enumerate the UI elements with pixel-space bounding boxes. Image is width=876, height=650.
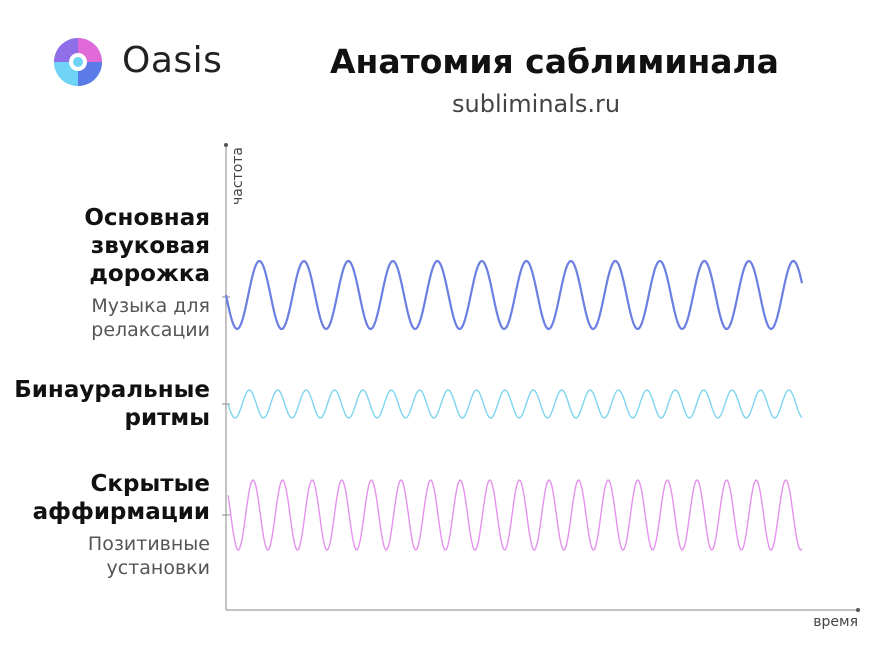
page-subtitle: subliminals.ru: [452, 90, 621, 118]
wave-affirmations: [227, 479, 803, 551]
layer-desc-main-track: Музыка для релаксации: [91, 295, 210, 341]
x-axis-label: время: [813, 614, 858, 630]
y-axis-end-dot: [224, 143, 228, 147]
wave-main-track: [224, 259, 804, 331]
layer-title-binaural: Бинауральные ритмы: [14, 377, 210, 431]
page-title: Анатомия саблиминала: [330, 42, 779, 81]
x-axis-end-dot: [856, 608, 860, 612]
oasis-logo-icon: [54, 38, 102, 86]
layer-title-affirmations: Скрытые аффирмации: [32, 471, 210, 525]
layer-label-main-track: Основная звуковая дорожка Музыка для рел…: [84, 204, 210, 342]
layer-title-main-track: Основная звуковая дорожка: [84, 205, 210, 287]
layer-desc-affirmations: Позитивные установки: [87, 533, 210, 579]
layer-label-binaural: Бинауральные ритмы: [14, 376, 210, 432]
wave-binaural: [227, 389, 803, 419]
y-axis-label: частота: [230, 147, 246, 205]
layer-label-affirmations: Скрытые аффирмации Позитивные установки: [33, 470, 210, 580]
brand-name: Oasis: [122, 40, 223, 81]
